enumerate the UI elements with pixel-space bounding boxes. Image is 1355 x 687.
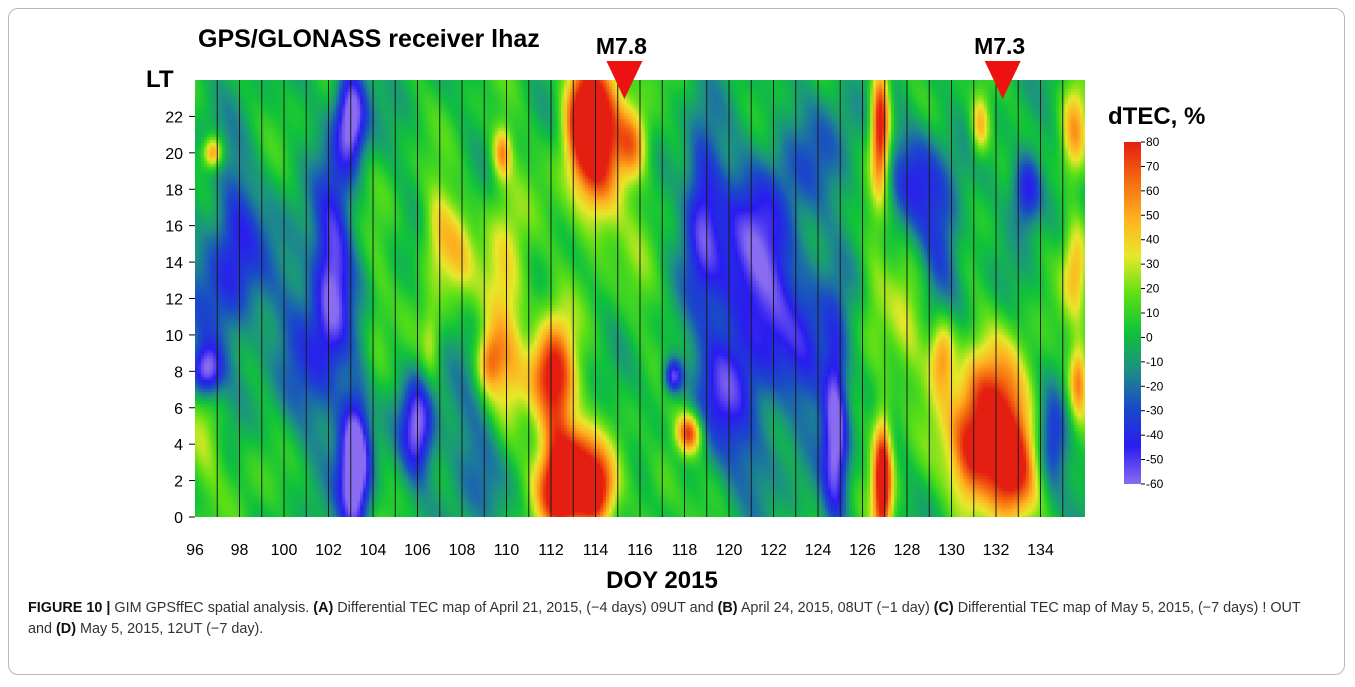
caption-text-5: May 5, 2015, 12UT (−7 day). bbox=[76, 621, 264, 637]
y-tick-label: 6 bbox=[174, 401, 183, 418]
x-tick-label: 104 bbox=[360, 542, 387, 559]
earthquake-marker bbox=[606, 61, 643, 99]
colorbar-tick-label: -60 bbox=[1146, 477, 1164, 491]
y-tick-label: 16 bbox=[165, 219, 183, 236]
colorbar-ticks: 80 70 60 50 40 30 20 10 0 -10 -20 -30 -40 -50 -60 bbox=[1141, 135, 1164, 491]
colorbar-tick-label: 50 bbox=[1146, 208, 1160, 222]
earthquake-label: M7.3 bbox=[974, 33, 1025, 59]
caption-text-1: GIM GPSffEC spatial analysis. bbox=[110, 600, 314, 616]
x-axis-label: DOY 2015 bbox=[606, 567, 718, 594]
colorbar-tick-label: 20 bbox=[1146, 282, 1160, 296]
earthquake-markers: M7.8 M7.3 bbox=[596, 33, 1025, 99]
y-tick-label: 4 bbox=[174, 437, 183, 454]
x-axis-ticks: 96 98 100 102 104 106 108 110 112 114 116 118 120 122… bbox=[186, 542, 1054, 559]
colorbar-tick-label: -50 bbox=[1146, 453, 1164, 467]
y-tick-label: 12 bbox=[165, 292, 183, 309]
caption-text-2: Differential TEC map of April 21, 2015, … bbox=[333, 600, 718, 616]
colorbar-tick-label: 80 bbox=[1146, 135, 1160, 149]
x-tick-label: 124 bbox=[805, 542, 832, 559]
day-grid-lines bbox=[216, 80, 1064, 517]
x-tick-label: 102 bbox=[315, 542, 342, 559]
x-tick-label: 112 bbox=[538, 542, 564, 559]
caption-text-3: April 24, 2015, 08UT (−1 day) bbox=[737, 600, 934, 616]
y-tick-label: 10 bbox=[165, 328, 183, 345]
x-tick-label: 120 bbox=[716, 542, 743, 559]
figure-caption: FIGURE 10 | GIM GPSffEC spatial analysis… bbox=[28, 598, 1328, 640]
y-tick-label: 2 bbox=[174, 474, 183, 491]
caption-label-c: (C) bbox=[933, 600, 954, 616]
colorbar-tick-label: -20 bbox=[1146, 379, 1164, 393]
x-tick-label: 98 bbox=[231, 542, 249, 559]
x-tick-label: 108 bbox=[449, 542, 476, 559]
x-tick-label: 106 bbox=[404, 542, 431, 559]
colorbar-label: dTEC, % bbox=[1108, 103, 1205, 130]
y-tick-label: 14 bbox=[165, 255, 183, 272]
tec-figure: GPS/GLONASS receiver lhaz LT dTEC, % DOY… bbox=[146, 25, 1205, 594]
y-tick-label: 18 bbox=[165, 182, 183, 199]
colorbar bbox=[1124, 142, 1141, 484]
y-axis-label: LT bbox=[146, 66, 174, 93]
x-tick-label: 114 bbox=[583, 542, 609, 559]
earthquake-label: M7.8 bbox=[596, 33, 647, 59]
x-tick-label: 100 bbox=[271, 542, 298, 559]
caption-text-4: Differential TEC map of May 5, 2015, (−7… bbox=[28, 600, 1301, 637]
x-tick-label: 128 bbox=[894, 542, 921, 559]
y-tick-label: 8 bbox=[174, 364, 183, 381]
earthquake-marker bbox=[984, 61, 1021, 99]
caption-label-b: (B) bbox=[717, 600, 738, 616]
caption-label-d: (D) bbox=[56, 621, 76, 637]
x-tick-label: 134 bbox=[1027, 542, 1054, 559]
y-axis-ticks: 0 2 4 6 8 10 12 14 16 18 20 22 bbox=[165, 109, 195, 527]
colorbar-tick-label: -30 bbox=[1146, 404, 1164, 418]
x-tick-label: 110 bbox=[494, 542, 520, 559]
x-tick-label: 130 bbox=[938, 542, 965, 559]
colorbar-tick-label: 10 bbox=[1146, 306, 1160, 320]
x-tick-label: 126 bbox=[849, 542, 876, 559]
colorbar-tick-label: 70 bbox=[1146, 159, 1160, 173]
colorbar-tick-label: -40 bbox=[1146, 428, 1164, 442]
colorbar-tick-label: 60 bbox=[1146, 184, 1160, 198]
y-tick-label: 20 bbox=[165, 146, 183, 163]
caption-label-a: (A) bbox=[313, 600, 334, 616]
x-tick-label: 122 bbox=[760, 542, 787, 559]
y-tick-label: 22 bbox=[165, 109, 183, 126]
x-tick-label: 96 bbox=[186, 542, 204, 559]
figure-frame bbox=[8, 8, 1345, 675]
colorbar-tick-label: -10 bbox=[1146, 355, 1164, 369]
chart-title: GPS/GLONASS receiver lhaz bbox=[198, 25, 540, 53]
caption-figure-label: FIGURE 10 | bbox=[28, 600, 111, 616]
x-tick-label: 116 bbox=[627, 542, 653, 559]
y-tick-label: 0 bbox=[174, 510, 183, 527]
colorbar-tick-label: 30 bbox=[1146, 257, 1160, 271]
colorbar-tick-label: 0 bbox=[1146, 330, 1153, 344]
x-tick-label: 132 bbox=[983, 542, 1010, 559]
x-tick-label: 118 bbox=[672, 542, 698, 559]
colorbar-tick-label: 40 bbox=[1146, 233, 1160, 247]
